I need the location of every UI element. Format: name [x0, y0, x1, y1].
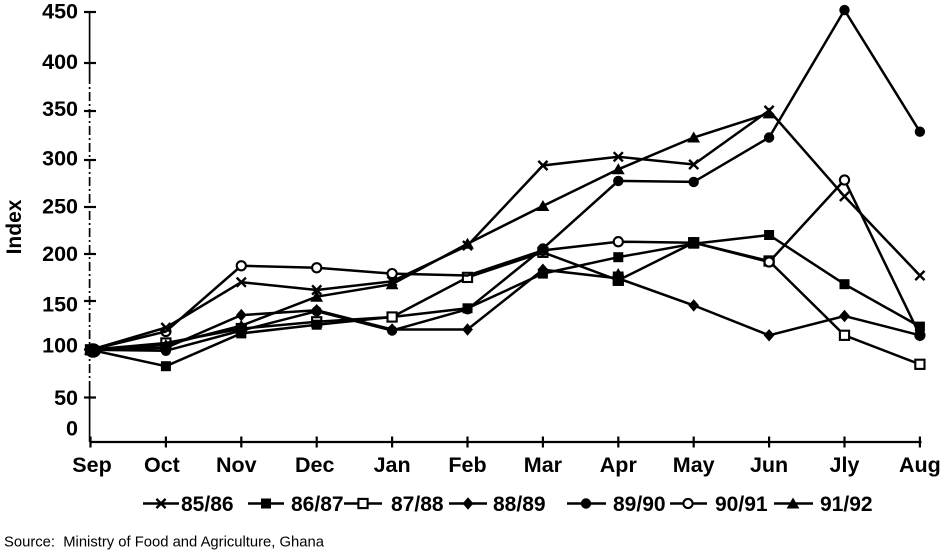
- svg-text:Aug: Aug: [899, 453, 941, 477]
- svg-text:Oct: Oct: [144, 453, 180, 477]
- svg-text:Nov: Nov: [216, 453, 257, 477]
- svg-text:450: 450: [42, 0, 78, 24]
- svg-text:89/90: 89/90: [613, 493, 666, 516]
- svg-text:50: 50: [54, 386, 78, 410]
- svg-text:86/87: 86/87: [291, 493, 344, 516]
- svg-text:150: 150: [42, 293, 78, 317]
- svg-text:350: 350: [42, 97, 78, 121]
- svg-text:Mar: Mar: [524, 453, 563, 477]
- svg-text:85/86: 85/86: [181, 493, 234, 516]
- svg-text:250: 250: [42, 195, 78, 219]
- svg-text:200: 200: [42, 242, 78, 266]
- svg-text:Dec: Dec: [295, 453, 334, 477]
- svg-text:300: 300: [42, 147, 78, 171]
- svg-text:0: 0: [66, 417, 78, 441]
- svg-text:91/92: 91/92: [820, 493, 873, 516]
- svg-text:Source: Ministry of Food and: Source: Ministry of Food and Agriculture…: [4, 535, 325, 551]
- svg-text:100: 100: [42, 334, 78, 358]
- svg-text:90/91: 90/91: [715, 493, 768, 516]
- svg-text:400: 400: [42, 50, 78, 74]
- svg-text:Apr: Apr: [600, 453, 638, 477]
- svg-text:Index: Index: [3, 199, 26, 254]
- svg-text:Jan: Jan: [374, 453, 411, 477]
- svg-text:Jly: Jly: [830, 453, 860, 477]
- svg-text:87/88: 87/88: [391, 493, 444, 516]
- svg-text:May: May: [673, 453, 715, 477]
- svg-text:Jun: Jun: [750, 453, 788, 477]
- svg-text:88/89: 88/89: [493, 493, 546, 516]
- svg-text:Sep: Sep: [72, 453, 111, 477]
- svg-text:Feb: Feb: [448, 453, 486, 477]
